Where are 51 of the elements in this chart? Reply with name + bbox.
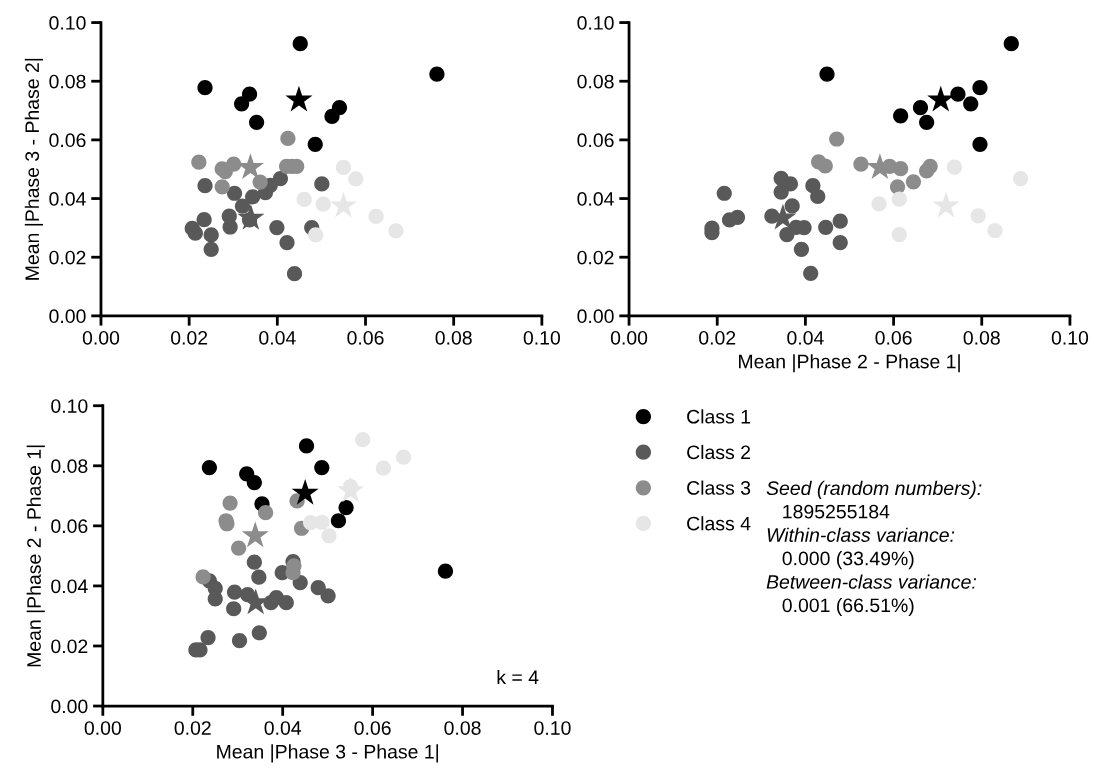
y-tick-label: 0.04 — [577, 192, 614, 206]
x-tick-label: 0.10 — [534, 721, 571, 735]
y-tick-label: 0.02 — [577, 250, 614, 265]
text: 0.000 (33.49%) — [782, 551, 914, 570]
x-tick-label: 0.04 — [264, 721, 302, 735]
y-tick-label: 0.10 — [49, 16, 86, 30]
x-tick-label: 0.10 — [523, 330, 561, 345]
y-tick-label: 0.00 — [577, 309, 614, 324]
x-tick-label: 0.08 — [435, 330, 472, 345]
text: Within-class variance: — [767, 527, 955, 542]
y-tick-label: 0.04 — [49, 192, 86, 206]
y-tick-label: 0.08 — [49, 74, 86, 89]
legend-label: Class 3 — [687, 480, 751, 495]
text: 0.001 (66.51%) — [782, 597, 914, 617]
y-tick-label: 0.10 — [577, 16, 614, 30]
x-tick-label: 0.00 — [610, 330, 648, 345]
x-tick-label: 0.00 — [82, 330, 120, 345]
y-tick-label: 0.06 — [577, 133, 614, 148]
y-tick-label: 0.00 — [51, 699, 88, 714]
x-tick-label: 0.06 — [875, 330, 912, 345]
y-tick-label: 0.00 — [49, 309, 86, 324]
y-tick-label: 0.02 — [49, 250, 86, 265]
legend-label: Class 2 — [687, 444, 751, 460]
legend-label: Class 4 — [687, 516, 751, 531]
x-axis-title: Mean |Phase 3 - Phase 1| — [217, 744, 438, 763]
legend-label: Class 1 — [687, 409, 751, 424]
x-tick-label: 0.00 — [84, 721, 121, 735]
y-tick-label: 0.08 — [577, 74, 614, 89]
y-tick-label: 0.02 — [51, 639, 88, 654]
y-tick-label: 0.08 — [51, 459, 88, 474]
x-tick-label: 0.06 — [347, 330, 384, 345]
x-tick-label: 0.02 — [170, 330, 208, 345]
x-tick-label: 0.08 — [963, 330, 1000, 345]
y-axis-title: Mean |Phase 2 - Phase 1| — [26, 445, 45, 667]
x-axis-title: Mean |Phase 2 - Phase 1| — [739, 354, 960, 373]
y-axis-title: Mean |Phase 3 - Phase 2| — [24, 58, 43, 280]
x-tick-label: 0.08 — [444, 721, 481, 735]
x-tick-label: 0.02 — [699, 330, 736, 345]
x-tick-label: 0.06 — [354, 721, 391, 735]
y-tick-label: 0.10 — [51, 399, 88, 413]
x-tick-label: 0.04 — [259, 330, 296, 345]
y-tick-label: 0.04 — [51, 579, 88, 594]
y-tick-label: 0.06 — [49, 133, 86, 148]
text: Between-class variance: — [766, 574, 977, 589]
text: 1895255184 — [783, 504, 890, 519]
x-tick-label: 0.02 — [174, 721, 211, 735]
annotation: k = 4 — [497, 669, 539, 684]
y-tick-label: 0.06 — [51, 519, 88, 534]
x-tick-label: 0.10 — [1051, 330, 1089, 345]
text: Seed (random numbers): — [766, 480, 982, 499]
x-tick-label: 0.04 — [787, 330, 824, 345]
